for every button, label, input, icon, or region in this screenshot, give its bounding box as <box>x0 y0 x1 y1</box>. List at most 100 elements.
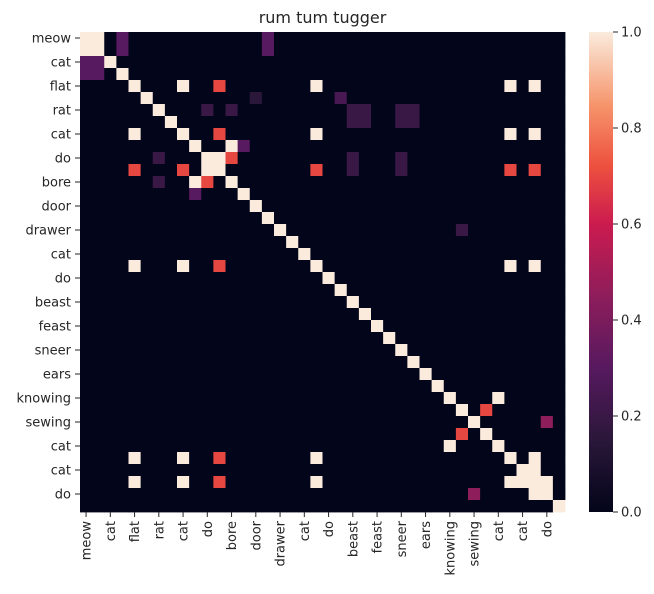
heatmap-cell <box>261 320 275 333</box>
heatmap-cell <box>346 44 360 57</box>
heatmap-cell <box>128 140 142 153</box>
heatmap-cell <box>92 476 105 489</box>
y-tick-label: rat <box>53 104 71 119</box>
heatmap-cell <box>213 80 226 93</box>
heatmap-cell <box>140 140 154 153</box>
heatmap-cell <box>480 116 493 129</box>
heatmap-cell <box>322 200 336 213</box>
heatmap-cell <box>419 392 433 405</box>
heatmap-cell <box>286 500 299 513</box>
heatmap-cell <box>480 320 493 333</box>
heatmap-cell <box>395 500 408 513</box>
heatmap-cell <box>152 284 166 297</box>
heatmap-cell <box>237 488 251 501</box>
heatmap-cell <box>383 452 396 465</box>
heatmap-cell <box>371 272 384 285</box>
heatmap-cell <box>431 32 445 45</box>
heatmap-cell <box>116 152 129 165</box>
heatmap-cell <box>371 440 384 453</box>
heatmap-cell <box>80 248 93 261</box>
heatmap-cell <box>92 320 105 333</box>
y-tick-label: flat <box>50 80 71 95</box>
heatmap-cell <box>383 224 396 237</box>
heatmap-cell <box>92 116 105 129</box>
heatmap-cell <box>92 212 105 225</box>
heatmap-cell <box>189 236 202 249</box>
heatmap-cell <box>371 404 384 417</box>
heatmap-cell <box>468 128 481 141</box>
heatmap-cell <box>128 236 142 249</box>
heatmap-cell <box>504 176 517 189</box>
heatmap-cell <box>261 428 275 441</box>
heatmap-cell <box>480 392 493 405</box>
heatmap-cell <box>237 404 251 417</box>
heatmap-cell <box>164 80 178 93</box>
heatmap-cell <box>177 68 190 81</box>
heatmap-cell <box>237 92 251 105</box>
heatmap-cell <box>310 428 323 441</box>
heatmap-cell <box>395 320 408 333</box>
heatmap-cell <box>310 488 323 501</box>
heatmap-cell <box>164 476 178 489</box>
heatmap-cell <box>552 116 566 129</box>
heatmap-cell <box>140 32 154 45</box>
heatmap-cell <box>189 368 202 381</box>
heatmap-cell <box>455 476 469 489</box>
heatmap-cell <box>407 200 420 213</box>
heatmap-cell <box>201 176 214 189</box>
heatmap-cell <box>540 500 554 513</box>
heatmap-cell <box>346 188 360 201</box>
heatmap-cell <box>261 464 275 477</box>
heatmap-cell <box>104 488 117 501</box>
heatmap-cell <box>395 452 408 465</box>
heatmap-cell <box>419 284 433 297</box>
heatmap-cell <box>164 284 178 297</box>
heatmap-cell <box>334 248 348 261</box>
heatmap-cell <box>177 272 190 285</box>
heatmap-cell <box>395 488 408 501</box>
y-tick-label: bore <box>42 176 71 191</box>
heatmap-cell <box>116 296 129 309</box>
heatmap-cell <box>431 488 445 501</box>
heatmap-cell <box>419 128 433 141</box>
heatmap-cell <box>140 380 154 393</box>
heatmap-cell <box>407 248 420 261</box>
heatmap-cell <box>213 116 226 129</box>
heatmap-cell <box>140 416 154 429</box>
heatmap-cell <box>116 44 129 57</box>
heatmap-cell <box>274 500 287 513</box>
heatmap-cell <box>286 464 299 477</box>
heatmap-cell <box>371 44 384 57</box>
heatmap-cell <box>201 80 214 93</box>
heatmap-cell <box>492 368 505 381</box>
heatmap-cell <box>492 68 505 81</box>
heatmap-cell <box>407 428 420 441</box>
heatmap-cell <box>395 104 408 117</box>
heatmap-cell <box>455 272 469 285</box>
heatmap-cell <box>104 416 117 429</box>
heatmap-cell <box>552 140 566 153</box>
heatmap-cell <box>528 248 542 261</box>
heatmap-cell <box>407 236 420 249</box>
heatmap-cell <box>504 452 517 465</box>
heatmap-cell <box>395 188 408 201</box>
heatmap-cell <box>213 380 226 393</box>
heatmap-cell <box>92 188 105 201</box>
heatmap-cell <box>468 176 481 189</box>
heatmap-cell <box>431 428 445 441</box>
heatmap-cell <box>225 152 239 165</box>
heatmap-cell <box>298 500 311 513</box>
heatmap-cell <box>80 380 93 393</box>
heatmap-cell <box>92 128 105 141</box>
heatmap-cell <box>383 308 396 321</box>
heatmap-cell <box>371 452 384 465</box>
heatmap-cell <box>116 32 129 45</box>
heatmap-cell <box>249 260 263 273</box>
heatmap-cell <box>116 176 129 189</box>
heatmap-cell <box>455 92 469 105</box>
heatmap-cell <box>431 164 445 177</box>
heatmap-cell <box>419 248 433 261</box>
heatmap-cell <box>516 212 530 225</box>
heatmap-cell <box>419 296 433 309</box>
heatmap-cell <box>310 152 323 165</box>
